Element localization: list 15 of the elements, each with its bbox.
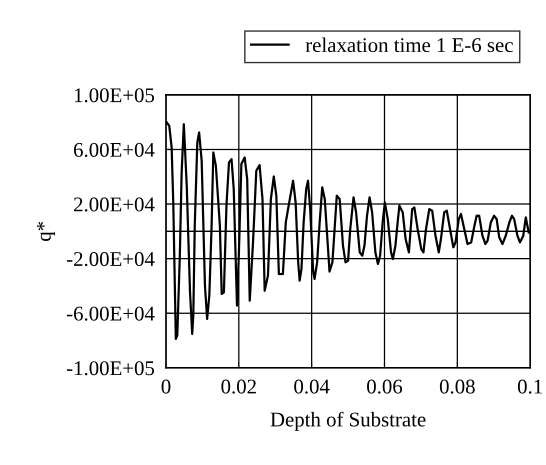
x-tick-label: 0.04 <box>294 380 330 394</box>
x-axis-title: Depth of Substrate <box>270 412 426 431</box>
x-tick-label: 0.1 <box>518 380 542 394</box>
x-tick-label: 0.02 <box>221 380 256 394</box>
y-tick-label: 6.00E+04 <box>74 142 155 157</box>
legend-label: relaxation time 1 E-6 sec <box>306 37 513 52</box>
y-tick-label: 1.00E+05 <box>74 88 154 102</box>
y-axis-title: q* <box>36 222 56 241</box>
x-tick-label: 0.08 <box>440 380 475 394</box>
x-tick-label: 0 <box>162 380 170 394</box>
y-tick-label: -6.00E+04 <box>66 306 155 321</box>
y-tick-label: -2.00E+04 <box>66 252 155 266</box>
y-tick-label: -1.00E+05 <box>66 361 154 376</box>
x-tick-label: 0.06 <box>367 380 402 394</box>
y-tick-label: 2.00E+04 <box>74 197 155 212</box>
